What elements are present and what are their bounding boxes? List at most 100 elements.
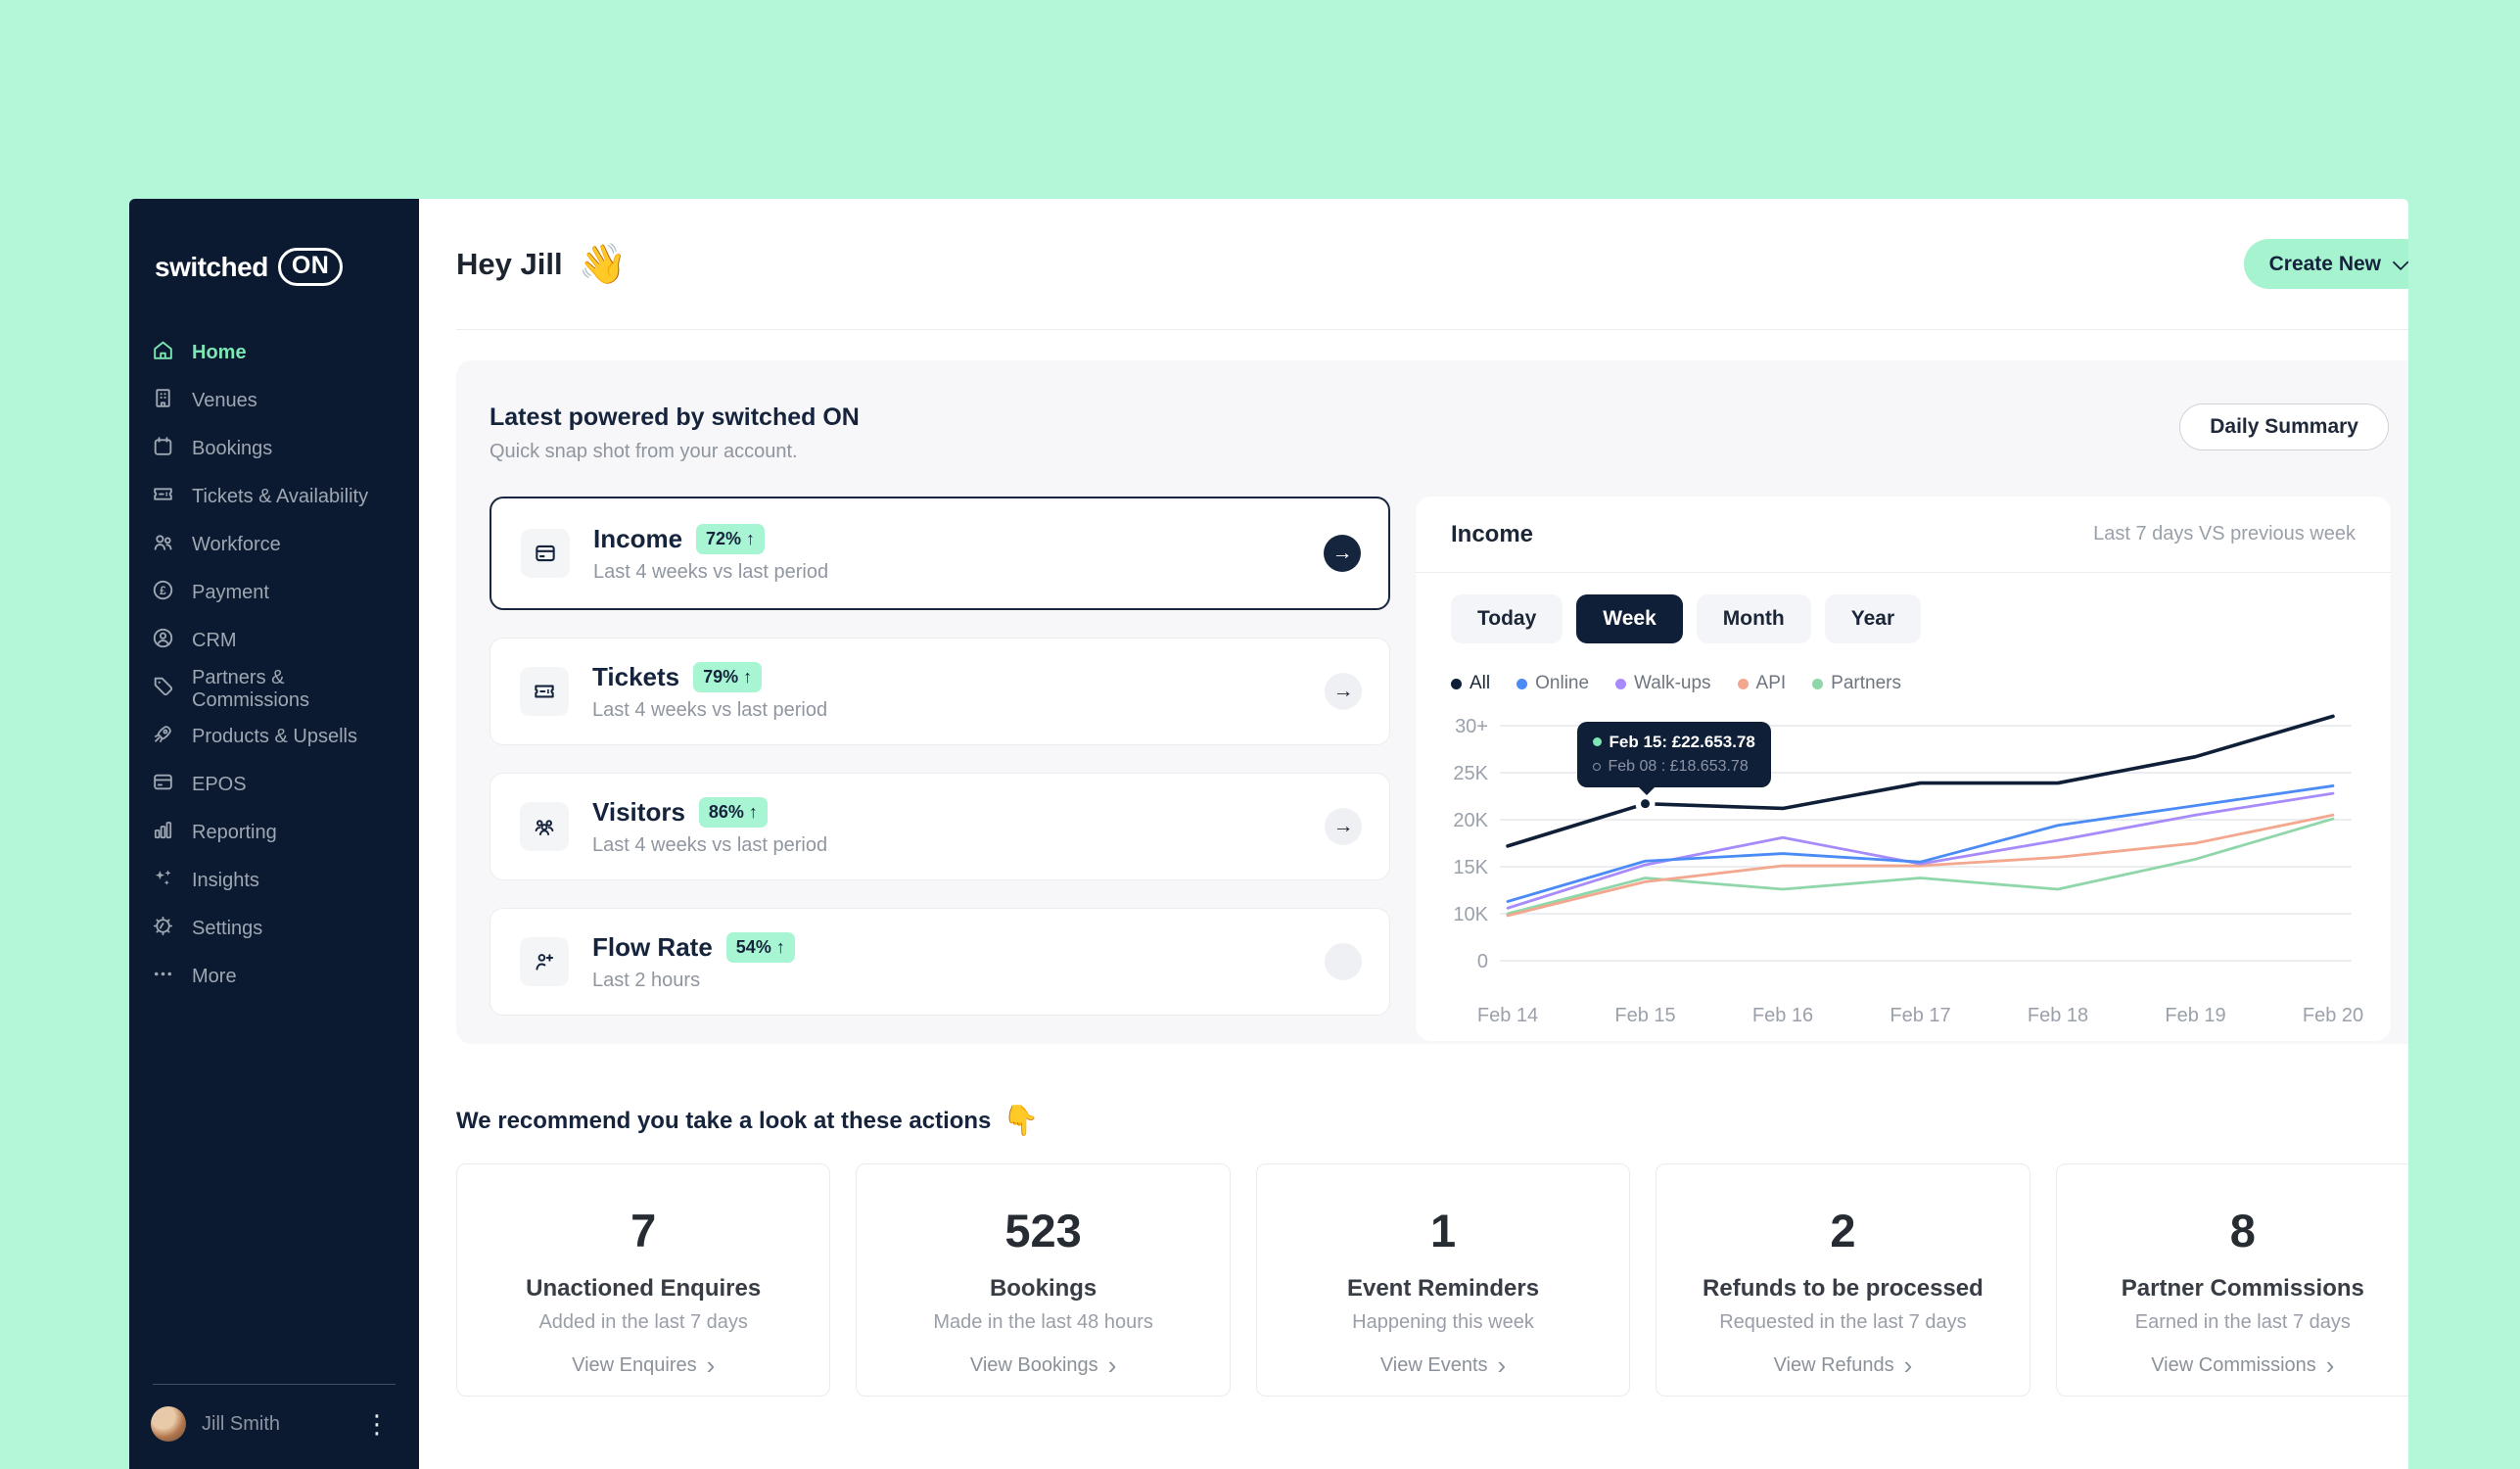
legend-item-api[interactable]: API [1737, 673, 1786, 694]
stat-badge: 86% ↑ [698, 796, 768, 828]
stat-card-income[interactable]: Income 72% ↑ Last 4 weeks vs last period… [490, 497, 1390, 610]
action-name: Event Reminders [1346, 1275, 1540, 1302]
action-card-unactioned-enquires: 7 Unactioned Enquires Added in the last … [456, 1163, 831, 1397]
sidebar-item-label: Home [192, 342, 247, 363]
user-row[interactable]: Jill Smith ⋮ [151, 1406, 397, 1442]
action-card-bookings: 523 Bookings Made in the last 48 hours V… [856, 1163, 1231, 1397]
sidebar-item-reporting[interactable]: Reporting [151, 809, 397, 857]
sidebar-item-partners-commissions[interactable]: Partners & Commissions [151, 665, 397, 713]
arrow-right-icon[interactable]: → [1325, 673, 1362, 710]
view-bookings-link[interactable]: View Bookings › [969, 1351, 1117, 1381]
svg-text:Feb 17: Feb 17 [1890, 1005, 1950, 1026]
stat-subtitle: Last 2 hours [592, 969, 701, 991]
sparkles-icon [151, 866, 175, 896]
action-value: 1 [1429, 1205, 1457, 1256]
kebab-menu-icon[interactable]: ⋮ [364, 1409, 390, 1439]
view-refunds-link[interactable]: View Refunds › [1773, 1351, 1913, 1381]
rocket-icon [151, 722, 175, 752]
user-circle-icon [151, 626, 175, 656]
sidebar-item-label: Payment [192, 582, 269, 603]
brand-pill: ON [277, 248, 344, 286]
sidebar-item-workforce[interactable]: Workforce [151, 521, 397, 569]
view-events-link[interactable]: View Events › [1379, 1351, 1507, 1381]
sidebar-item-label: Insights [192, 870, 259, 891]
legend-item-partners[interactable]: Partners [1812, 673, 1901, 694]
brand-word: switched [155, 251, 268, 282]
svg-text:0: 0 [1477, 951, 1488, 972]
svg-text:Feb 20: Feb 20 [2303, 1005, 2363, 1026]
sidebar-item-label: Workforce [192, 534, 281, 555]
tab-today[interactable]: Today [1451, 594, 1563, 643]
chevron-right-icon: › [1903, 1351, 1913, 1381]
sidebar-item-bookings[interactable]: Bookings [151, 425, 397, 473]
action-subtitle: Added in the last 7 days [538, 1311, 748, 1333]
svg-text:30+: 30+ [1455, 716, 1488, 737]
arrow-right-icon[interactable]: → [1324, 535, 1361, 572]
chart-header: Income Last 7 days VS previous week [1416, 497, 2391, 573]
stat-badge: 72% ↑ [696, 523, 766, 554]
sidebar-item-insights[interactable]: Insights [151, 857, 397, 905]
sidebar-item-epos[interactable]: EPOS [151, 761, 397, 809]
chart-period-note: Last 7 days VS previous week [2093, 523, 2356, 545]
chart-title: Income [1451, 520, 1534, 547]
sidebar-item-label: Tickets & Availability [192, 486, 369, 507]
stat-card-flow-rate[interactable]: Flow Rate 54% ↑ Last 2 hours [490, 908, 1390, 1016]
sidebar-item-products-upsells[interactable]: Products & Upsells [151, 713, 397, 761]
sidebar-item-venues[interactable]: Venues [151, 377, 397, 425]
action-subtitle: Happening this week [1352, 1311, 1534, 1333]
legend-dot [1812, 678, 1824, 689]
legend-item-walk-ups[interactable]: Walk-ups [1615, 673, 1711, 694]
sidebar-item-label: EPOS [192, 774, 247, 795]
sidebar-item-label: Settings [192, 918, 263, 939]
sidebar-divider [153, 1384, 396, 1385]
chart-plot-area: 0 10K 15K 20K 25K 30+ Feb 14 Feb 15 Feb 16 Feb 17… [1451, 694, 2363, 1027]
stat-card-visitors[interactable]: Visitors 86% ↑ Last 4 weeks vs last peri… [490, 773, 1390, 880]
sidebar-item-settings[interactable]: Settings [151, 905, 397, 953]
sidebar-item-home[interactable]: Home [151, 329, 397, 377]
svg-text:Feb 18: Feb 18 [2028, 1005, 2088, 1026]
action-card-refunds: 2 Refunds to be processed Requested in t… [1656, 1163, 2030, 1397]
arrow-right-icon[interactable]: → [1325, 808, 1362, 845]
view-enquires-link[interactable]: View Enquires › [572, 1351, 716, 1381]
action-subtitle: Made in the last 48 hours [933, 1311, 1153, 1333]
sidebar-item-more[interactable]: More [151, 953, 397, 1001]
tab-year[interactable]: Year [1824, 594, 1922, 643]
sidebar-item-label: Partners & Commissions [192, 666, 310, 711]
legend-dot [1737, 678, 1749, 689]
tab-month[interactable]: Month [1696, 594, 1811, 643]
action-name: Unactioned Enquires [526, 1275, 762, 1302]
action-name: Partner Commissions [2121, 1275, 2364, 1302]
tooltip-current-dot [1592, 737, 1602, 747]
snapshot-panel: Latest powered by switched ON Quick snap… [456, 360, 2408, 1044]
tab-week[interactable]: Week [1576, 594, 1683, 643]
sidebar-item-payment[interactable]: £ Payment [151, 569, 397, 617]
daily-summary-button[interactable]: Daily Summary [2179, 403, 2389, 450]
sidebar-nav: Home Venues Bookings Tickets & Availabil… [151, 329, 397, 1001]
legend-dot [1451, 678, 1462, 689]
legend-item-online[interactable]: Online [1517, 673, 1589, 694]
pointing-down-emoji: 👇 [1003, 1105, 1040, 1137]
calendar-icon [151, 434, 175, 464]
action-value: 523 [1004, 1205, 1082, 1256]
chevron-right-icon: › [706, 1351, 716, 1381]
action-card-list: 7 Unactioned Enquires Added in the last … [456, 1163, 2408, 1397]
view-commissions-link[interactable]: View Commissions › [2151, 1351, 2335, 1381]
stat-card-list: Income 72% ↑ Last 4 weeks vs last period… [490, 497, 1390, 1041]
tag-icon [151, 674, 175, 704]
stat-subtitle: Last 4 weeks vs last period [593, 560, 829, 583]
legend-item-all[interactable]: All [1451, 673, 1490, 694]
svg-text:Feb 15: Feb 15 [1614, 1005, 1675, 1026]
action-value: 2 [1830, 1205, 1856, 1256]
action-name: Refunds to be processed [1703, 1275, 1983, 1302]
stat-subtitle: Last 4 weeks vs last period [592, 833, 828, 856]
sidebar-item-tickets-availability[interactable]: Tickets & Availability [151, 473, 397, 521]
stat-title: Visitors [592, 796, 685, 827]
stat-subtitle: Last 4 weeks vs last period [592, 698, 828, 721]
action-subtitle: Earned in the last 7 days [2134, 1311, 2351, 1333]
pound-icon: £ [151, 578, 175, 608]
svg-text:20K: 20K [1453, 810, 1488, 831]
action-card-event-reminders: 1 Event Reminders Happening this week Vi… [1255, 1163, 1631, 1397]
stat-card-tickets[interactable]: Tickets 79% ↑ Last 4 weeks vs last perio… [490, 638, 1390, 745]
create-new-button[interactable]: Create New [2243, 239, 2408, 289]
sidebar-item-crm[interactable]: CRM [151, 617, 397, 665]
